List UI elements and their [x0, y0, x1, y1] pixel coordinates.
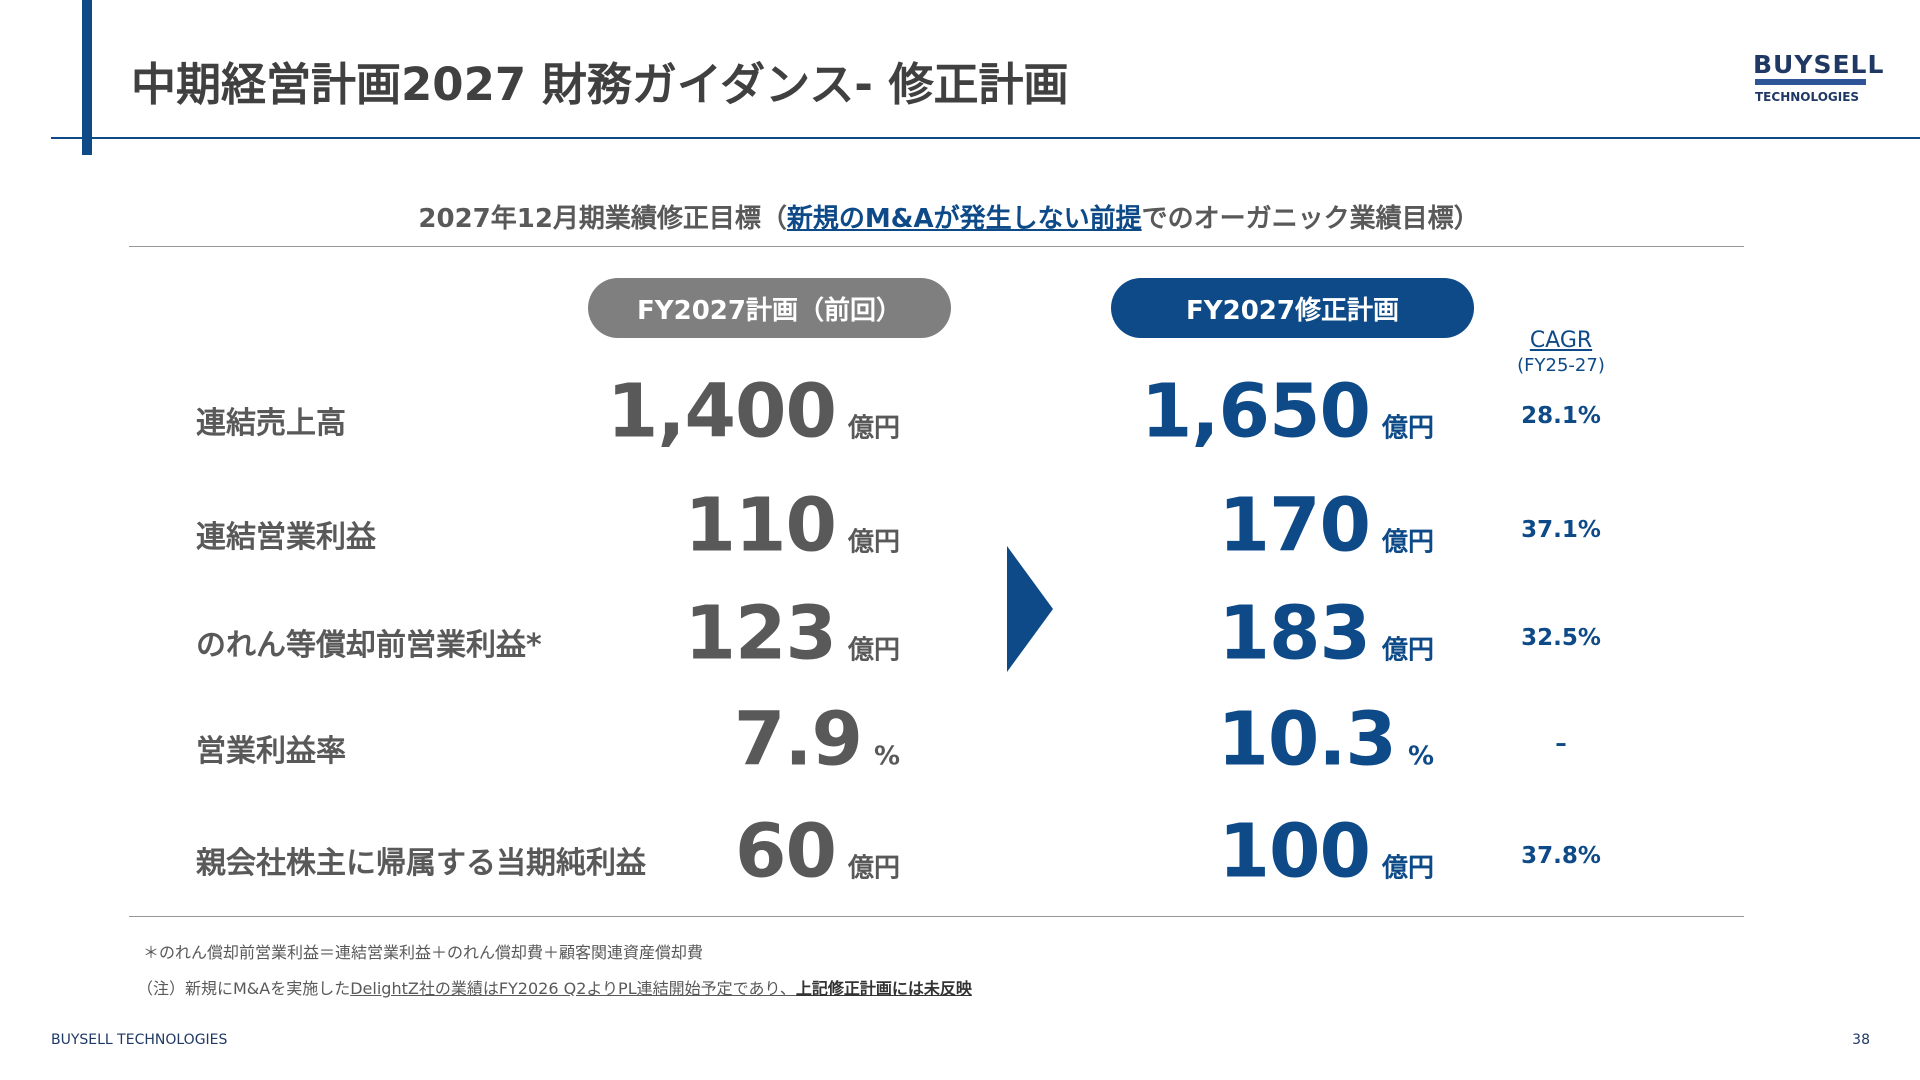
- unit: 億円: [847, 413, 900, 444]
- cagr-value: 32.5%: [1521, 625, 1601, 651]
- footer-company: BUYSELL TECHNOLOGIES: [51, 1032, 228, 1048]
- rule: [129, 246, 1744, 247]
- unit: 億円: [1381, 635, 1434, 666]
- cagr-value: 37.1%: [1521, 517, 1601, 543]
- value: 1,650: [1140, 368, 1371, 455]
- previous-value: 110 億円: [685, 482, 900, 568]
- title: 中期経営計画2027 財務ガイダンス- 修正計画: [131, 58, 1069, 111]
- accent-bar: [82, 0, 92, 155]
- row-label: のれん等償却前営業利益*: [196, 628, 542, 663]
- unit: 億円: [1381, 527, 1434, 558]
- footnote: ＊のれん償却前営業利益＝連結営業利益＋のれん償却費＋顧客関連資産償却費: [143, 943, 704, 962]
- value: 1,400: [606, 368, 837, 455]
- unit: 億円: [847, 853, 900, 884]
- footnote-underlined: DelightZ社の業績はFY2026 Q2よりPL連結開始予定であり、: [350, 979, 796, 998]
- cagr-value: 28.1%: [1521, 403, 1601, 429]
- row-label: 営業利益率: [196, 734, 346, 769]
- value: 60: [735, 808, 837, 895]
- cagr-value: 37.8%: [1521, 843, 1601, 869]
- cagr-header: CAGR: [1529, 328, 1593, 353]
- value: 123: [684, 590, 837, 677]
- row-label: 連結売上高: [196, 406, 346, 441]
- footnote: （注）新規にM&Aを実施したDelightZ社の業績はFY2026 Q2よりPL…: [137, 975, 972, 999]
- unit: 億円: [1381, 853, 1434, 884]
- column-header: FY2027修正計画: [1111, 278, 1474, 338]
- revised-value: 100 億円: [1219, 808, 1434, 894]
- unit: 億円: [847, 527, 900, 558]
- previous-value: 1,400 億円: [607, 368, 900, 454]
- logo-bar: [1755, 79, 1866, 85]
- rule: [129, 916, 1744, 917]
- value: 170: [1218, 482, 1371, 569]
- unit: %: [1407, 741, 1434, 772]
- previous-value: 60 億円: [735, 808, 900, 894]
- logo-sub: TECHNOLOGIES: [1755, 90, 1860, 104]
- subtitle: 2027年12月期業績修正目標（新規のM&Aが発生しない前提でのオーガニック業績…: [418, 198, 1479, 235]
- value: 183: [1218, 590, 1371, 677]
- row-label: 連結営業利益: [196, 520, 376, 555]
- header-rule: [51, 137, 1920, 139]
- unit: 億円: [847, 635, 900, 666]
- column-header: FY2027計画（前回）: [588, 278, 951, 338]
- value: 10.3: [1217, 696, 1397, 783]
- footnote-bold: 上記修正計画には未反映: [795, 979, 972, 998]
- footnote-text: （注）新規にM&Aを実施した: [137, 979, 351, 998]
- unit: 億円: [1381, 413, 1434, 444]
- previous-value: 7.9%: [734, 696, 900, 782]
- previous-value: 123 億円: [685, 590, 900, 676]
- subtitle-highlight: 新規のM&Aが発生しない前提: [786, 204, 1142, 234]
- value: 100: [1218, 808, 1371, 895]
- page-number: 38: [1852, 1032, 1870, 1048]
- value: 7.9: [733, 696, 863, 783]
- revised-value: 170 億円: [1219, 482, 1434, 568]
- subtitle-text: 2027年12月期業績修正目標（: [418, 204, 787, 234]
- arrow: [1007, 546, 1053, 672]
- row-label: 親会社株主に帰属する当期純利益: [196, 846, 646, 881]
- logo-main: BUYSELL: [1753, 50, 1885, 79]
- value: 110: [684, 482, 837, 569]
- revised-value: 1,650 億円: [1141, 368, 1434, 454]
- revised-value: 10.3%: [1217, 696, 1434, 782]
- cagr-value: –: [1555, 731, 1567, 757]
- cagr-period: (FY25-27): [1517, 355, 1605, 376]
- subtitle-text: でのオーガニック業績目標）: [1141, 204, 1480, 234]
- unit: %: [873, 741, 900, 772]
- revised-value: 183 億円: [1219, 590, 1434, 676]
